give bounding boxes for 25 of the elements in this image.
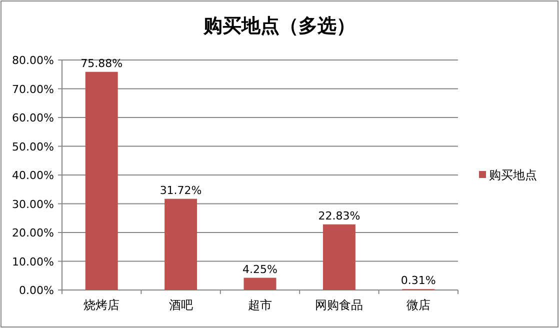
bar: [322, 224, 356, 290]
y-tick-label: 50.00%: [12, 140, 54, 154]
y-tick-label: 60.00%: [12, 112, 54, 124]
x-tick-label: 微店: [406, 298, 430, 312]
text: 75.88%: [80, 56, 123, 70]
y-tick-label: 10.00%: [12, 255, 54, 268]
x-tick-label: 酒吧: [168, 298, 193, 312]
x-tick-label: 烧烤店: [84, 298, 120, 312]
y-tick-label: 30.00%: [12, 198, 54, 211]
y-tick-label: 40.00%: [12, 169, 54, 182]
text: 22.83%: [318, 209, 360, 222]
y-tick-label: 80.00%: [12, 54, 54, 67]
x-tick-label: 超市: [248, 298, 272, 312]
bar: [85, 72, 118, 290]
legend-label: 购买地点: [489, 168, 537, 182]
text: 31.72%: [160, 184, 202, 197]
y-tick-label: 20.00%: [12, 226, 54, 240]
x-tick-label: 网购食品: [315, 298, 364, 312]
text: 4.25%: [242, 262, 278, 276]
bar: [244, 278, 276, 290]
y-tick-label: 0.00%: [19, 284, 54, 297]
text: 0.31%: [400, 274, 436, 288]
y-tick-label: 70.00%: [12, 82, 54, 96]
bar: [164, 198, 198, 290]
chart-title: 购买地点（多选）: [202, 15, 356, 37]
